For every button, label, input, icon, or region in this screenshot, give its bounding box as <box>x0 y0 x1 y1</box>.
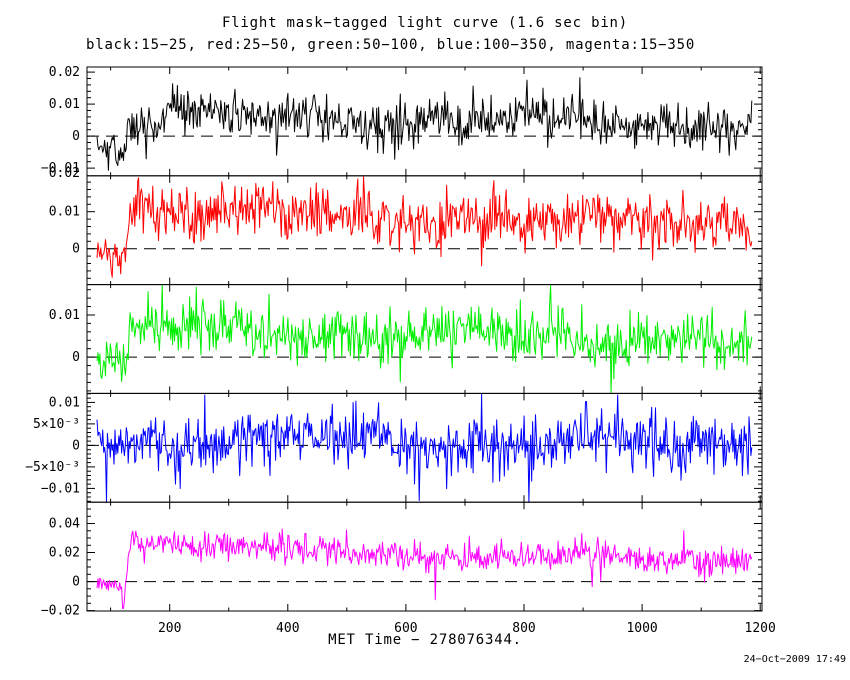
plot-timestamp: 24−Oct−2009 17:49 <box>743 654 846 665</box>
x-tick-label: 200 <box>158 621 181 636</box>
y-tick-label: −0.02 <box>41 604 80 619</box>
y-tick-label: 0.02 <box>49 166 80 181</box>
x-axis-label: MET Time − 278076344. <box>328 632 522 648</box>
panel-red: 0.01 0 <box>49 175 763 286</box>
y-tick-label: 0 <box>72 350 80 365</box>
y-tick-label: 0.01 <box>49 308 80 323</box>
panel-blue: 0.01 5×10⁻³ 0 −5×10⁻³ −0.01 <box>25 392 763 503</box>
y-tick-label: 0.01 <box>49 97 80 112</box>
y-tick-label: −0.01 <box>41 161 80 176</box>
y-tick-label: 0.01 <box>49 205 80 220</box>
x-tick-label: 600 <box>394 621 417 636</box>
series-line-green <box>96 284 753 394</box>
y-tick-label: 0 <box>72 129 80 144</box>
x-tick-label: 1200 <box>745 621 776 636</box>
y-tick-label: 0 <box>72 242 80 257</box>
y-tick-label: −5×10⁻³ <box>25 460 80 475</box>
x-tick-label: 400 <box>276 621 299 636</box>
x-tick-label: 800 <box>512 621 535 636</box>
y-tick-label: 0.04 <box>49 517 80 532</box>
panel-black: 0.020.010−0.010.02 <box>41 65 763 181</box>
series-line-magenta <box>96 528 753 609</box>
y-tick-label: 0.02 <box>49 546 80 561</box>
series-line-blue <box>96 393 753 503</box>
y-tick-label: 0 <box>72 438 80 453</box>
y-tick-label: 0 <box>72 575 80 590</box>
series-line-red <box>96 175 753 278</box>
y-tick-label: 0.01 <box>49 395 80 410</box>
y-tick-label: −0.01 <box>41 481 80 496</box>
chart-subtitle-legend: black:15−25, red:25−50, green:50−100, bl… <box>86 37 696 53</box>
y-tick-label: 0.02 <box>49 65 80 80</box>
panel-box <box>86 501 763 612</box>
chart-title: Flight mask−tagged light curve (1.6 sec … <box>221 15 629 31</box>
y-tick-label: 5×10⁻³ <box>33 417 80 432</box>
panel-magenta: 0.04 0.02 0 −0.02 <box>41 501 763 619</box>
series-line-black <box>96 77 753 171</box>
x-tick-label: 1000 <box>626 621 657 636</box>
panel-green: 0.01 0 <box>49 284 763 394</box>
